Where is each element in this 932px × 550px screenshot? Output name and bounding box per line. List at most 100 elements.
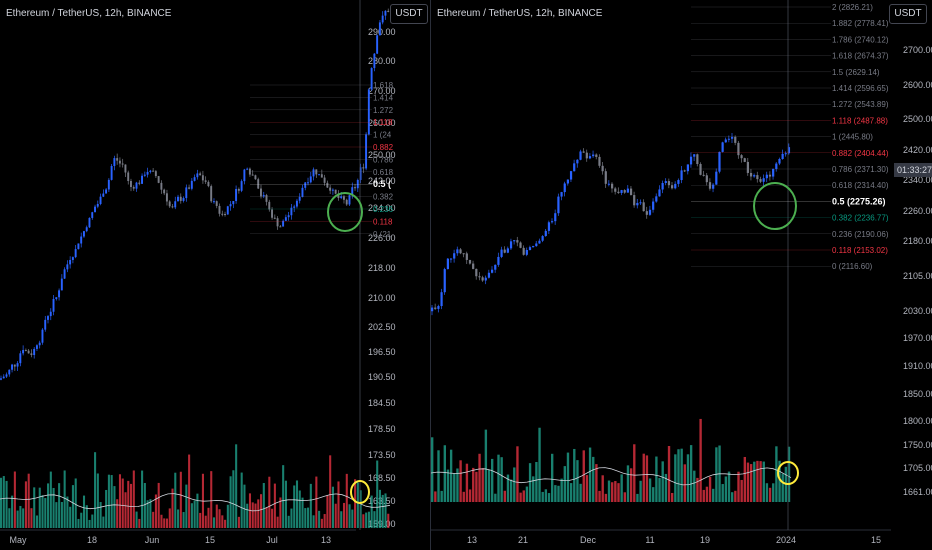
volume-bar [459, 460, 462, 502]
candle-body [66, 264, 69, 270]
candle-body [160, 182, 163, 190]
right-currency-button[interactable]: USDT [889, 4, 927, 24]
candle-body [13, 364, 16, 367]
candle-body [541, 236, 544, 241]
volume-bar [196, 493, 199, 528]
candle-body [478, 276, 481, 278]
volume-bar [645, 455, 649, 502]
candle-body [154, 171, 157, 177]
right-chart-pane[interactable]: 2700.00 2600.00 2500.00 2420.00 2340.00 2260.… [431, 0, 932, 550]
candle-body [759, 179, 762, 182]
volume-bar [636, 493, 639, 502]
candle-body [8, 369, 11, 375]
candle-body [538, 240, 541, 244]
left-chart-pane[interactable]: 290.00 280.00 270.00 260.00 250.00 242.00 234.… [0, 0, 431, 550]
volume-bar [712, 488, 715, 502]
candle-body [224, 214, 226, 216]
candle-body [528, 247, 532, 250]
candle-body [614, 188, 617, 192]
candle-body [138, 182, 141, 184]
volume-bar [702, 489, 705, 502]
volume-bar [664, 473, 668, 502]
candle-body [686, 164, 689, 172]
volume-bar [41, 495, 44, 528]
candle-body [560, 192, 563, 197]
candle-body [667, 181, 671, 186]
volume-bar [121, 478, 124, 528]
candle-body [30, 353, 33, 356]
candle-body [174, 201, 177, 208]
time-tick-label: 13 [467, 535, 477, 545]
volume-bar [226, 504, 229, 528]
left-currency-button[interactable]: USDT [390, 4, 428, 24]
candle-body [196, 173, 199, 178]
candle-body [279, 226, 282, 228]
candle-body [588, 156, 592, 159]
volume-bar [629, 468, 633, 502]
candle-body [731, 136, 734, 139]
price-tick-label: 1800.00 [903, 416, 932, 426]
candle-body [102, 193, 105, 197]
volume-bar [99, 502, 102, 528]
volume-bar [124, 492, 127, 528]
volume-bar [2, 476, 5, 528]
candle-body [519, 242, 522, 248]
candle-body [585, 152, 588, 159]
volume-bar [218, 509, 221, 528]
candle-body [781, 153, 784, 159]
candle-body [544, 230, 547, 237]
volume-bar [237, 516, 240, 528]
time-tick-label: Jun [145, 535, 160, 545]
candle-body [743, 158, 746, 162]
price-tick-label: 202.50 [368, 322, 396, 332]
fib-level-label: 1.618 (2674.37) [832, 52, 889, 61]
candle-body [566, 179, 569, 184]
candle-body [290, 207, 293, 216]
volume-bar [437, 450, 440, 502]
candle-body [268, 201, 271, 210]
last-price-box[interactable]: 01:33:27 [894, 163, 932, 177]
candle-body [107, 179, 110, 190]
volume-bar [365, 512, 368, 528]
last-price-countdown: 01:33:27 [897, 165, 932, 175]
candle-body [287, 215, 290, 218]
candle-body [337, 193, 340, 199]
volume-bar [519, 492, 522, 502]
left-chart-canvas[interactable]: 290.00 280.00 270.00 260.00 250.00 242.00 234.… [0, 0, 430, 550]
volume-bar [484, 429, 488, 502]
volume-bar [279, 497, 282, 528]
candle-body [503, 249, 506, 253]
candle-body [762, 178, 765, 182]
volume-bar [210, 471, 213, 528]
time-tick-label: 19 [700, 535, 710, 545]
candle-body [721, 142, 724, 152]
candle-body [323, 177, 326, 183]
candle-body [768, 174, 772, 177]
right-chart-canvas[interactable]: 2700.00 2600.00 2500.00 2420.00 2340.00 2260.… [431, 0, 932, 550]
candle-body [693, 154, 696, 157]
volume-bar [453, 473, 456, 502]
volume-bar [746, 462, 750, 502]
volume-bar [163, 518, 166, 528]
time-tick-label: 15 [205, 535, 215, 545]
volume-bar [573, 448, 576, 502]
volume-bar [462, 491, 465, 502]
volume-bar [563, 466, 566, 502]
candle-body [232, 201, 235, 205]
volume-bar [772, 483, 775, 502]
volume-bar [318, 510, 321, 528]
volume-bar [199, 512, 202, 528]
candle-body [525, 249, 528, 255]
candle-body [229, 204, 232, 207]
price-tick-label: 168.50 [368, 473, 396, 483]
volume-bar [481, 468, 484, 502]
candle-body [351, 187, 354, 196]
candle-body [226, 206, 229, 215]
volume-bar [290, 508, 293, 528]
time-tick-label: 18 [87, 535, 97, 545]
volume-bar [94, 452, 97, 528]
candle-body [677, 180, 680, 184]
candle-body [516, 240, 519, 243]
candle-body [699, 163, 702, 175]
volume-bar [551, 453, 554, 502]
